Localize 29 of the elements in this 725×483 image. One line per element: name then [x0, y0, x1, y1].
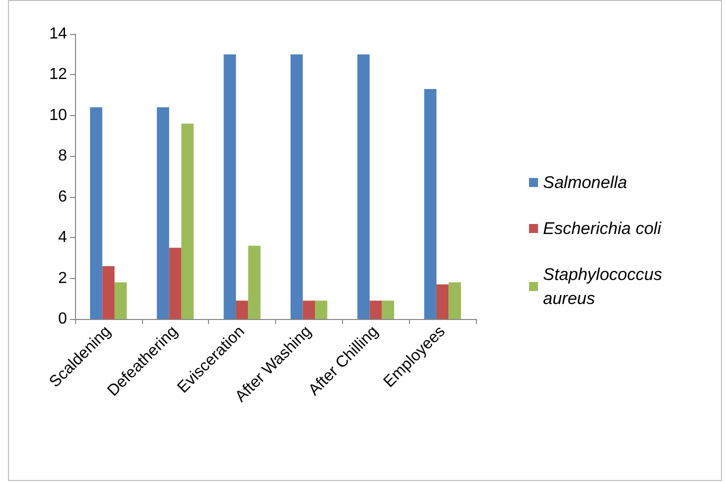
bar	[424, 88, 436, 319]
bar	[315, 300, 328, 319]
y-tick-label: 6	[58, 188, 68, 206]
bar	[156, 107, 170, 319]
y-tick-label: 14	[49, 26, 68, 42]
bar	[436, 284, 449, 319]
bar	[370, 300, 382, 319]
bar	[302, 300, 316, 319]
legend-label: Staphylococcus aureus	[543, 265, 667, 308]
bar	[169, 248, 182, 319]
y-tick-label: 4	[58, 229, 68, 246]
bar	[224, 54, 236, 319]
bar	[102, 266, 115, 319]
bar	[114, 282, 127, 319]
y-tick-label: 12	[49, 66, 68, 84]
bar	[90, 107, 102, 319]
y-tick-label: 0	[58, 310, 68, 328]
bar	[236, 300, 248, 319]
y-tick-label: 10	[49, 106, 68, 124]
bar	[290, 54, 303, 319]
bar	[382, 300, 394, 319]
legend-label: Escherichia coli	[543, 219, 662, 238]
bar	[448, 282, 461, 319]
bar	[357, 54, 370, 319]
legend-label: Salmonella	[543, 173, 628, 192]
bar	[181, 124, 194, 319]
y-tick-label: 8	[58, 148, 68, 165]
bar	[248, 246, 260, 319]
y-tick-label: 2	[58, 270, 68, 287]
